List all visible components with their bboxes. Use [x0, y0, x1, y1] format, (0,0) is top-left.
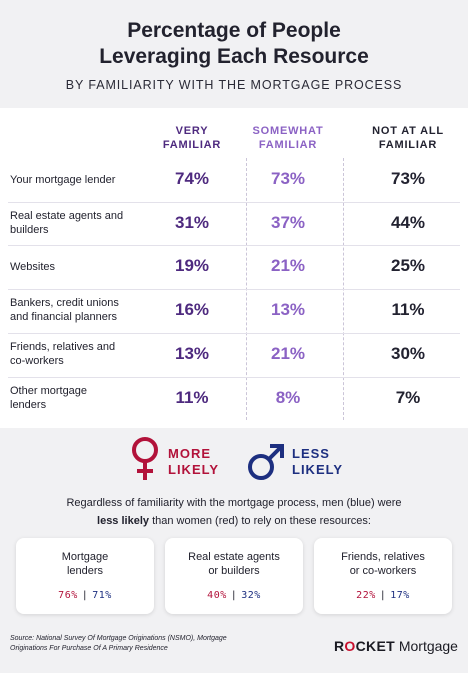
cell-value: 13%: [270, 300, 306, 320]
men-likelihood-line2: LIKELY: [292, 462, 344, 477]
men-value: 17%: [390, 590, 410, 601]
card-title-line1: Friends, relatives: [341, 551, 425, 563]
column-header-very-familiar: VERY FAMILIAR: [142, 124, 242, 152]
cell-value: 8%: [275, 387, 301, 407]
row-label-line1: Websites: [10, 261, 56, 274]
card-title: Mortgage lenders: [16, 550, 154, 578]
note-line1: Regardless of familiarity with the mortg…: [66, 497, 402, 509]
row-divider: [8, 376, 460, 378]
female-symbol-icon: [132, 437, 158, 480]
row-label-line1: Bankers, credit unions: [10, 297, 119, 310]
header: [0, 0, 468, 108]
source-note: Source: National Survey Of Mortgage Orig…: [10, 634, 270, 654]
card-title: Friends, relatives or co-workers: [314, 550, 452, 578]
cell-value: 25%: [390, 256, 426, 276]
row-label-line1: Friends, relatives and: [10, 340, 116, 353]
men-likelihood-line1: LESS: [292, 446, 330, 461]
cell-value: 13%: [174, 343, 210, 363]
source-line2: Originations For Purchase Of A Primary R…: [10, 645, 168, 652]
column-header-line1: VERY: [175, 125, 209, 137]
row-label-line2: builders: [10, 223, 49, 236]
source-line1: Source: National Survey Of Mortgage Orig…: [10, 635, 227, 642]
note-rest: than women (red) to rely on these resour…: [149, 515, 371, 527]
column-divider: [246, 158, 247, 420]
women-likelihood-line2: LIKELY: [168, 462, 220, 477]
cell-value: 11%: [175, 387, 209, 407]
row-label: Your mortgage lender: [10, 173, 140, 187]
row-label-line1: Real estate agents and: [10, 209, 124, 222]
value-separator: |: [81, 590, 89, 601]
logo-letter-accent: O: [344, 638, 356, 654]
card-values: 40% | 32%: [165, 590, 303, 601]
card-title-line2: lenders: [66, 565, 104, 577]
cell-value: 74%: [174, 169, 210, 188]
table-panel: [0, 108, 468, 428]
comparison-card-mortgage-lenders: Mortgage lenders 76% | 71%: [16, 538, 154, 614]
cell-value: 21%: [270, 256, 306, 276]
men-value: 71%: [92, 590, 112, 601]
logo-letters: CKET: [355, 638, 395, 654]
column-header-line1: NOT AT ALL: [372, 125, 444, 137]
row-divider: [8, 289, 460, 291]
row-label-line2: co-workers: [10, 354, 64, 367]
comparison-card-real-estate: Real estate agents or builders 40% | 32%: [165, 538, 303, 614]
column-header-somewhat-familiar: SOMEWHAT FAMILIAR: [238, 124, 338, 152]
rocket-mortgage-logo: ROCKET Mortgage: [334, 638, 458, 654]
women-value: 40%: [207, 590, 227, 601]
cell-value: 31%: [174, 212, 210, 232]
women-value: 22%: [356, 590, 376, 601]
column-header-line2: FAMILIAR: [258, 139, 318, 151]
comparison-card-friends: Friends, relatives or co-workers 22% | 17%: [314, 538, 452, 614]
row-divider: [8, 201, 460, 203]
row-divider: [8, 245, 460, 247]
cell-value: 73%: [270, 169, 306, 188]
row-label-line1: Your mortgage lender: [10, 174, 116, 186]
cell-value: 37%: [270, 212, 306, 232]
column-header-line1: SOMEWHAT: [252, 125, 324, 137]
cell-value: 30%: [390, 343, 426, 363]
row-label-line2: and financial planners: [10, 311, 118, 324]
cell-value: 16%: [174, 300, 210, 320]
card-title-line2: or builders: [208, 565, 260, 577]
value-separator: |: [230, 590, 238, 601]
cell-value: 19%: [174, 256, 210, 276]
cell-value: 44%: [390, 212, 426, 232]
row-label: Other mortgage lenders: [10, 384, 140, 412]
women-value: 76%: [58, 590, 78, 601]
cell-value: 73%: [390, 169, 426, 188]
column-header-line2: FAMILIAR: [162, 139, 222, 151]
row-label: Friends, relatives and co-workers: [10, 340, 140, 368]
value-separator: |: [379, 590, 387, 601]
column-divider: [343, 158, 344, 420]
column-header-line2: FAMILIAR: [378, 139, 438, 151]
women-likelihood-line1: MORE: [168, 446, 211, 461]
chart-title-line2: Leveraging Each Resource: [99, 45, 369, 68]
cell-value: 11%: [391, 300, 425, 320]
male-symbol-icon: [248, 444, 284, 480]
note-line2: less likely than women (red) to rely on …: [0, 512, 468, 530]
row-label-line1: Other mortgage: [10, 384, 88, 397]
men-value: 32%: [241, 590, 261, 601]
column-header-not-familiar: NOT AT ALL FAMILIAR: [358, 124, 458, 152]
row-label: Websites: [10, 260, 140, 274]
chart-subtitle: BY FAMILIARITY WITH THE MORTGAGE PROCESS: [65, 78, 403, 92]
card-title-line1: Real estate agents: [188, 551, 280, 563]
women-likelihood: MORE LIKELY: [168, 446, 219, 478]
cell-value: 21%: [270, 343, 306, 363]
logo-word: Mortgage: [394, 638, 458, 654]
row-label: Bankers, credit unions and financial plan…: [10, 296, 140, 324]
card-title-line2: or co-workers: [349, 565, 417, 577]
row-label: Real estate agents and builders: [10, 209, 140, 237]
card-title: Real estate agents or builders: [165, 550, 303, 578]
men-likelihood: LESS LIKELY: [292, 446, 343, 478]
row-divider: [8, 332, 460, 334]
card-values: 76% | 71%: [16, 590, 154, 601]
note-emphasis: less likely: [97, 515, 150, 527]
logo-letter: R: [334, 638, 345, 654]
cell-value: 7%: [395, 387, 421, 407]
card-values: 22% | 17%: [314, 590, 452, 601]
chart-title-line1: Percentage of People: [127, 19, 341, 42]
card-title-line1: Mortgage: [61, 551, 109, 563]
row-label-line2: lenders: [10, 398, 47, 411]
